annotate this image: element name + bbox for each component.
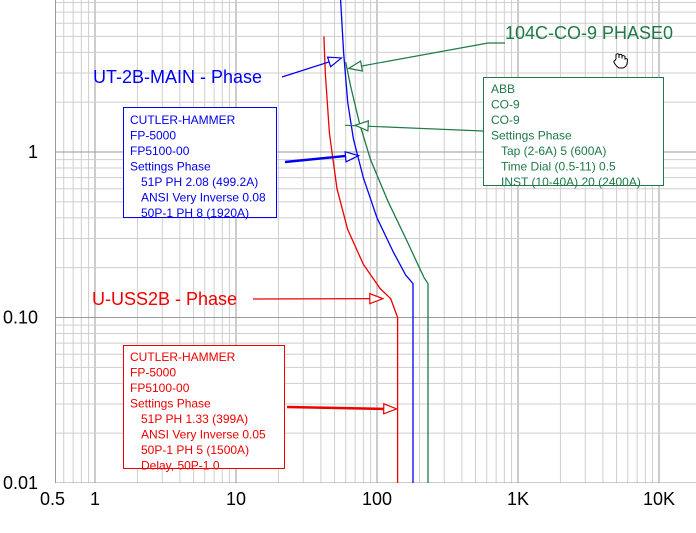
settings-line: INST (10-40A) 20 (2400A)	[501, 175, 641, 189]
x-tick-label: 1K	[507, 489, 529, 509]
settings-line: FP-5000	[130, 366, 176, 380]
axis-tick-labels: 0.5 1 10 100 1K 10K 0.01 0.10 1	[3, 142, 675, 509]
curves	[323, 0, 429, 483]
box-arrow-head	[383, 402, 399, 415]
settings-line: ANSI Very Inverse 0.05	[141, 428, 266, 442]
annotations: UT-2B-MAIN - PhaseCUTLER-HAMMERFP-5000FP…	[92, 23, 673, 473]
title-arrow-head	[369, 292, 385, 305]
settings-line: 51P PH 1.33 (399A)	[141, 412, 248, 426]
settings-box	[123, 345, 285, 469]
y-tick-label: 0.01	[3, 473, 38, 493]
title-arrow-head	[347, 60, 364, 72]
settings-line: CUTLER-HAMMER	[130, 113, 236, 127]
box-arrow-head	[344, 150, 361, 163]
settings-line: Settings Phase	[130, 160, 211, 174]
settings-line: CUTLER-HAMMER	[130, 350, 236, 364]
settings-line: FP-5000	[130, 129, 176, 143]
settings-line: 50P-1 PH 5 (1500A)	[141, 443, 249, 457]
settings-line: 50P-1 PH 8 (1920A)	[141, 206, 249, 220]
settings-line: 51P PH 2.08 (499.2A)	[141, 175, 258, 189]
title-arrow-head	[326, 56, 344, 68]
settings-line: Time Dial (0.5-11) 0.5	[501, 160, 616, 174]
settings-line: ANSI Very Inverse 0.08	[141, 191, 266, 205]
series-annotation: U-USS2B - Phase CUTLER-HAMMER FP-5000FP510…	[92, 289, 399, 473]
settings-line: ABB	[491, 82, 515, 96]
curve-title-label: 104C-CO-9 PHASE0	[505, 23, 673, 43]
settings-line: Settings Phase	[491, 129, 572, 143]
curve-title-label: UT-2B-MAIN - Phase	[93, 67, 262, 87]
x-tick-label: 100	[362, 489, 392, 509]
box-arrow-line	[286, 405, 387, 411]
settings-line: Delay, 50P-1 0	[141, 459, 220, 473]
settings-line: CO-9	[491, 113, 520, 127]
x-tick-label: 1	[90, 489, 100, 509]
hand-cursor-icon	[613, 53, 629, 69]
settings-line: FP5100-00	[130, 381, 190, 395]
settings-line: Settings Phase	[130, 397, 211, 411]
settings-box	[483, 77, 664, 186]
y-tick-label: 0.10	[3, 308, 38, 328]
settings-box	[123, 107, 277, 218]
settings-line: CO-9	[491, 98, 520, 112]
curve-line	[339, 0, 414, 483]
box-arrow-line	[284, 154, 349, 164]
curve-line	[323, 36, 399, 483]
series-annotation: UT-2B-MAIN - Phase CUTLER-HAMMER FP-5000FP…	[93, 56, 361, 220]
box-arrow-head	[353, 120, 370, 132]
x-tick-label: 10K	[643, 489, 675, 509]
settings-line: FP5100-00	[130, 144, 190, 158]
title-arrow-line	[348, 42, 505, 69]
series-annotation: 104C-CO-9 PHASE0 ABB CO-9CO-9 Settings Phas…	[345, 23, 673, 189]
curve-line	[345, 61, 429, 483]
settings-line: Tap (2-6A) 5 (600A)	[501, 144, 606, 158]
x-tick-label: 10	[226, 489, 246, 509]
x-tick-label: 0.5	[40, 489, 65, 509]
y-tick-label: 1	[28, 142, 38, 162]
curve-title-label: U-USS2B - Phase	[92, 289, 237, 309]
